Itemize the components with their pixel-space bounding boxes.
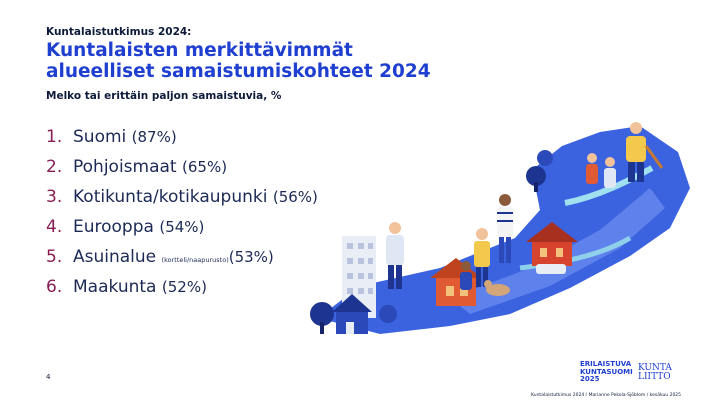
map-highlight <box>450 188 665 314</box>
list-item: 5. Asuinalue (kortteli/naapurusto)(53%) <box>46 242 318 272</box>
rank-name: Kotikunta/kotikaupunki <box>73 187 268 207</box>
brand-logo-line: KUNTASUOMI <box>580 367 633 376</box>
road <box>519 235 632 271</box>
rank-number: 1. <box>46 127 63 147</box>
rank-name: Suomi <box>73 127 127 147</box>
kicker: Kuntalaistutkimus 2024: <box>46 26 192 38</box>
rank-number: 3. <box>46 187 63 207</box>
kunta-logo-line: KUNTA <box>638 363 672 373</box>
rank-name: Maakunta <box>73 277 157 297</box>
tree-icon <box>310 150 553 334</box>
bus-icon <box>536 264 566 274</box>
kuntaliitto-logo: KUNTA LIITTO <box>638 364 672 382</box>
rank-name: Asuinalue <box>73 247 157 267</box>
rank-name: Pohjoismaat <box>73 157 177 177</box>
worker-icon <box>626 122 664 182</box>
ranking-list: 1. Suomi (87%) 2. Pohjoismaat (65%) 3. Koti… <box>46 122 318 302</box>
list-item: 2. Pohjoismaat (65%) <box>46 152 318 182</box>
child-icon <box>460 261 472 290</box>
list-item: 6. Maakunta (52%) <box>46 272 318 302</box>
list-item: 1. Suomi (87%) <box>46 122 318 152</box>
rank-percent: (53%) <box>228 248 274 266</box>
slide-title: Kuntalaisten merkittävimmät alueelliset … <box>46 40 431 82</box>
person-icon <box>586 153 598 184</box>
list-item: 4. Eurooppa (54%) <box>46 212 318 242</box>
person-icon <box>497 194 513 263</box>
rank-number: 2. <box>46 157 63 177</box>
slide-subtitle: Melko tai erittäin paljon samaistuvia, % <box>46 90 282 102</box>
rank-percent: (65%) <box>182 158 228 176</box>
rank-number: 4. <box>46 217 63 237</box>
list-item: 3. Kotikunta/kotikaupunki (56%) <box>46 182 318 212</box>
rank-note: (kortteli/naapurusto) <box>161 256 229 264</box>
rank-percent: (87%) <box>131 128 177 146</box>
brand-logo-line: 2025 <box>580 375 600 383</box>
person-icon <box>474 228 490 287</box>
page-number: 4 <box>46 373 51 381</box>
rank-number: 6. <box>46 277 63 297</box>
person-icon <box>386 222 404 289</box>
dog-icon <box>484 280 510 296</box>
rank-percent: (52%) <box>161 278 207 296</box>
brand-logo-line: ERILAISTUVA <box>580 360 632 368</box>
kunta-logo-line: LIITTO <box>638 372 671 382</box>
rank-number: 5. <box>46 247 63 267</box>
house-icon <box>332 294 372 334</box>
rank-name: Eurooppa <box>73 217 154 237</box>
erilaistuva-kuntasuomi-logo: ERILAISTUVA KUNTASUOMI 2025 <box>580 360 633 384</box>
municipality-illustration <box>310 122 690 334</box>
person-icon <box>604 157 616 188</box>
rank-percent: (54%) <box>159 218 205 236</box>
footer-credit: Kuntalaistutkimus 2024 / Marianne Pekola… <box>531 393 682 398</box>
rank-percent: (56%) <box>272 188 318 206</box>
red-house-icon <box>526 222 578 266</box>
